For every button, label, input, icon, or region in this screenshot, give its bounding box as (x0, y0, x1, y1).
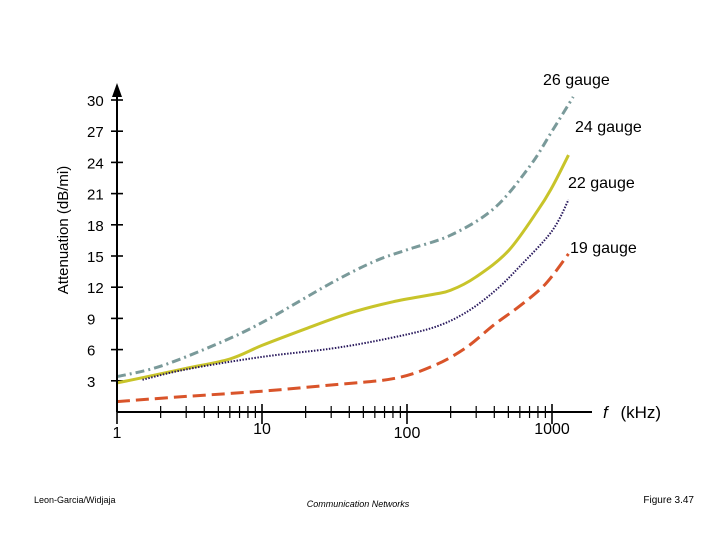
series-line (116, 252, 570, 404)
series-label: 22 gauge (568, 175, 635, 192)
series-lines (116, 96, 575, 404)
y-tick-label: 6 (87, 343, 95, 360)
series-line (142, 199, 570, 381)
x-tick-label: 1000 (534, 421, 570, 438)
y-tick-label: 3 (87, 374, 95, 391)
footer-book-title: Communication Networks (307, 499, 410, 509)
x-axis-title-variable: f (603, 403, 610, 422)
y-tick-label: 30 (87, 93, 104, 110)
y-tick-label: 21 (87, 187, 104, 204)
x-axis-title: f (kHz) (603, 403, 661, 422)
x-tick-label: 10 (253, 421, 271, 438)
labels: 3 6 9 12 15 18 21 24 27 30 1 10 100 1000 26 gauge 24 ga… (87, 72, 642, 442)
x-tick-label: 1 (113, 425, 122, 442)
y-tick-label: 9 (87, 311, 95, 328)
footer-figure-number: Figure 3.47 (643, 495, 694, 506)
y-axis-title: Attenuation (dB/mi) (55, 166, 72, 294)
y-tick-label: 15 (87, 249, 104, 266)
y-tick-label: 24 (87, 155, 104, 172)
series-label: 26 gauge (543, 72, 610, 89)
footer-author: Leon-Garcia/Widjaja (34, 495, 116, 505)
series-label: 24 gauge (575, 119, 642, 136)
series-line (116, 154, 570, 385)
series-label: 19 gauge (570, 240, 637, 257)
y-tick-label: 18 (87, 218, 104, 235)
plot-area (111, 99, 553, 424)
x-tick-label: 100 (394, 425, 421, 442)
series-line (116, 96, 575, 379)
y-axis-arrow-icon (112, 83, 122, 97)
x-axis-title-unit: (kHz) (620, 403, 661, 422)
y-tick-label: 27 (87, 124, 104, 141)
y-tick-label: 12 (87, 280, 104, 297)
